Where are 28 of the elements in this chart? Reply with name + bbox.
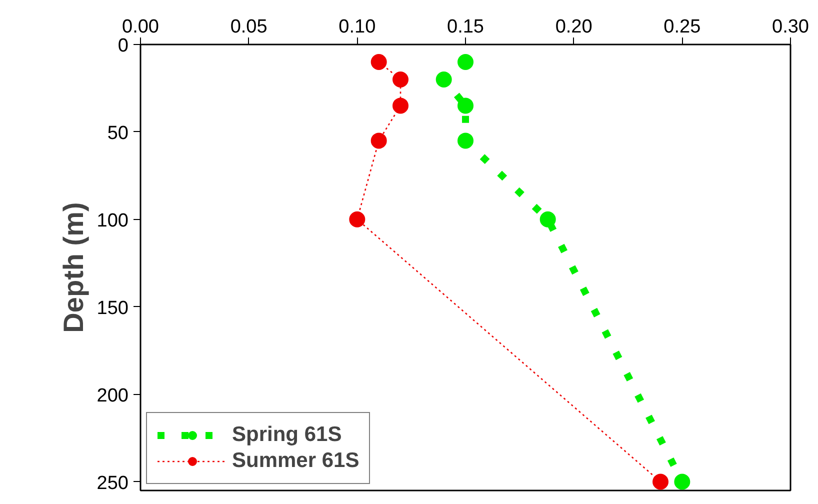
point: [392, 98, 408, 114]
point: [674, 474, 690, 490]
y-tick-label: 100: [96, 210, 128, 232]
point: [540, 211, 556, 228]
point: [349, 211, 366, 228]
x-tick-label: 0.00: [122, 16, 159, 38]
x-tick-label: 0.25: [664, 16, 701, 38]
point: [458, 132, 474, 149]
y-tick-label: 50: [107, 122, 129, 144]
point: [392, 71, 408, 88]
y-tick-label: 150: [96, 298, 128, 319]
point: [458, 54, 474, 70]
y-axis-title: Depth (m): [58, 202, 89, 333]
point: [370, 54, 387, 70]
point: [458, 98, 474, 114]
legend-label: Spring 61S: [232, 423, 342, 447]
x-tick-label: 0.15: [447, 16, 484, 38]
x-tick-label: 0.10: [338, 16, 376, 38]
x-tick-label: 0.20: [555, 16, 592, 38]
point: [370, 132, 387, 149]
x-tick-label: 0.05: [230, 16, 268, 38]
legend-label: Summer 61S: [232, 449, 360, 473]
y-tick-label: 0: [118, 36, 129, 56]
y-tick-label: 200: [96, 385, 128, 406]
y-tick-label: 250: [96, 472, 128, 494]
x-tick-label: 0.30: [772, 16, 809, 38]
point: [436, 71, 452, 88]
point: [652, 474, 668, 490]
